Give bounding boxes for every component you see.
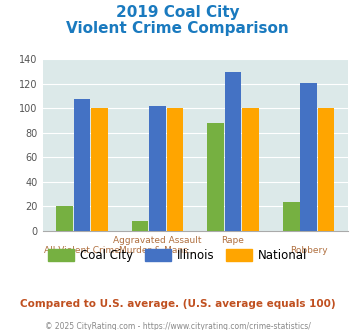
Text: © 2025 CityRating.com - https://www.cityrating.com/crime-statistics/: © 2025 CityRating.com - https://www.city… [45, 322, 310, 330]
Text: 2019 Coal City: 2019 Coal City [116, 5, 239, 20]
Bar [73, 99, 90, 231]
Bar [242, 109, 259, 231]
Bar [225, 72, 241, 231]
Bar [132, 221, 148, 231]
Bar [166, 109, 183, 231]
Text: All Violent Crime: All Violent Crime [44, 246, 120, 255]
Bar [207, 123, 224, 231]
Text: Rape: Rape [222, 236, 245, 245]
Text: Aggravated Assault: Aggravated Assault [113, 236, 202, 245]
Bar [91, 109, 108, 231]
Bar [283, 202, 300, 231]
Legend: Coal City, Illinois, National: Coal City, Illinois, National [43, 244, 312, 266]
Bar [56, 207, 73, 231]
Bar [300, 83, 317, 231]
Text: Compared to U.S. average. (U.S. average equals 100): Compared to U.S. average. (U.S. average … [20, 299, 335, 309]
Bar [149, 106, 166, 231]
Bar [318, 109, 334, 231]
Text: Violent Crime Comparison: Violent Crime Comparison [66, 21, 289, 36]
Text: Murder & Mans...: Murder & Mans... [119, 246, 196, 255]
Text: Robbery: Robbery [290, 246, 327, 255]
